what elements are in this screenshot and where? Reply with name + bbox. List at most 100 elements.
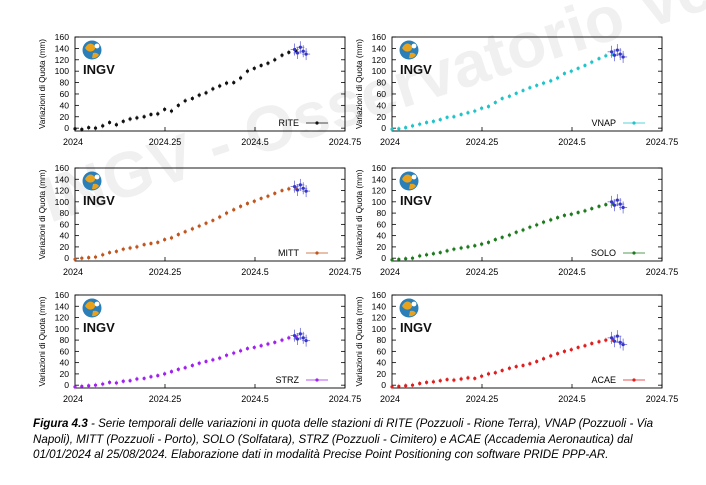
data-point [486,372,491,376]
logo-text: INGV [400,320,432,335]
y-tick-label: 160 [372,32,387,42]
y-tick-label: 40 [376,231,386,241]
data-point [590,206,594,211]
data-point [183,230,187,234]
data-point [266,61,270,65]
logo-highlight [94,174,100,180]
data-point [556,352,560,356]
y-axis-label: Variazioni di Quota (mm) [355,39,364,129]
data-point [204,221,208,225]
y-tick-label: 60 [376,219,386,229]
x-tick-label: 2024.25 [149,137,182,147]
data-point [211,87,215,91]
y-tick-label: 100 [55,66,70,76]
data-point [218,215,222,219]
data-point [287,336,291,340]
data-point [211,358,215,362]
data-point [397,127,401,131]
data-point [93,383,98,387]
data-point [287,187,291,191]
data-point [597,57,601,61]
data-point [431,252,435,256]
recent-data-point [301,336,305,340]
x-tick-label: 2024 [380,137,400,147]
data-point [169,236,174,240]
y-tick-label: 80 [59,78,69,88]
y-tick-label: 0 [64,380,69,390]
data-point [114,249,118,254]
data-point [500,96,504,101]
data-point [583,63,587,68]
y-tick-label: 100 [55,324,70,334]
y-tick-label: 20 [376,112,386,122]
data-point [452,115,456,119]
data-point [232,80,236,85]
data-point [493,371,497,375]
data-point [521,228,525,232]
data-point [528,362,532,366]
data-point [438,250,442,255]
data-point [576,66,580,70]
data-point [169,109,174,113]
data-point [466,376,470,380]
recent-data-point [295,51,300,55]
data-point [424,120,429,125]
data-point [280,188,284,193]
logo-land-2 [409,52,416,59]
x-tick-label: 2024 [380,267,400,277]
data-point [597,340,601,344]
y-axis-label: Variazioni di Quota (mm) [355,169,364,259]
data-point [259,344,263,348]
logo-land-2 [409,183,416,190]
recent-data-point [304,52,308,56]
x-tick-label: 2024.5 [558,394,586,404]
data-point [121,247,125,251]
y-tick-label: 40 [376,100,386,110]
x-tick-label: 2024.5 [558,267,586,277]
data-point [535,83,539,88]
data-point [245,346,250,351]
recent-data-point [615,198,619,202]
data-point [569,212,573,216]
x-tick-label: 2024.25 [466,137,499,147]
y-tick-label: 100 [55,197,70,207]
recent-data-point [612,203,617,207]
y-tick-label: 20 [59,369,69,379]
data-point [604,54,608,58]
data-point [390,385,394,389]
y-tick-label: 40 [59,231,69,241]
data-point [597,204,601,208]
y-tick-label: 140 [372,174,387,184]
recent-data-point [618,52,622,56]
logo-land-2 [92,310,99,317]
plot-frame [391,294,663,389]
data-point [101,124,105,128]
x-tick-label: 2024.5 [241,137,269,147]
y-tick-label: 20 [376,242,386,252]
x-tick-label: 2024.75 [329,137,362,147]
x-tick-label: 2024.25 [466,267,499,277]
data-point [224,211,229,215]
y-tick-label: 0 [64,123,69,133]
data-point [500,235,504,239]
data-point [163,237,167,242]
x-tick-label: 2024.25 [149,267,182,277]
data-point [149,375,153,379]
x-tick-label: 2024 [380,394,400,404]
y-tick-label: 0 [381,253,386,263]
y-tick-label: 80 [376,208,386,218]
y-tick-label: 60 [59,346,69,356]
recent-data-point [295,188,300,192]
data-point [232,208,236,212]
x-tick-label: 2024.75 [646,267,679,277]
data-point [404,384,408,388]
y-tick-label: 80 [59,208,69,218]
data-point [107,380,112,384]
legend-marker [632,121,636,125]
logo-highlight [94,301,100,307]
